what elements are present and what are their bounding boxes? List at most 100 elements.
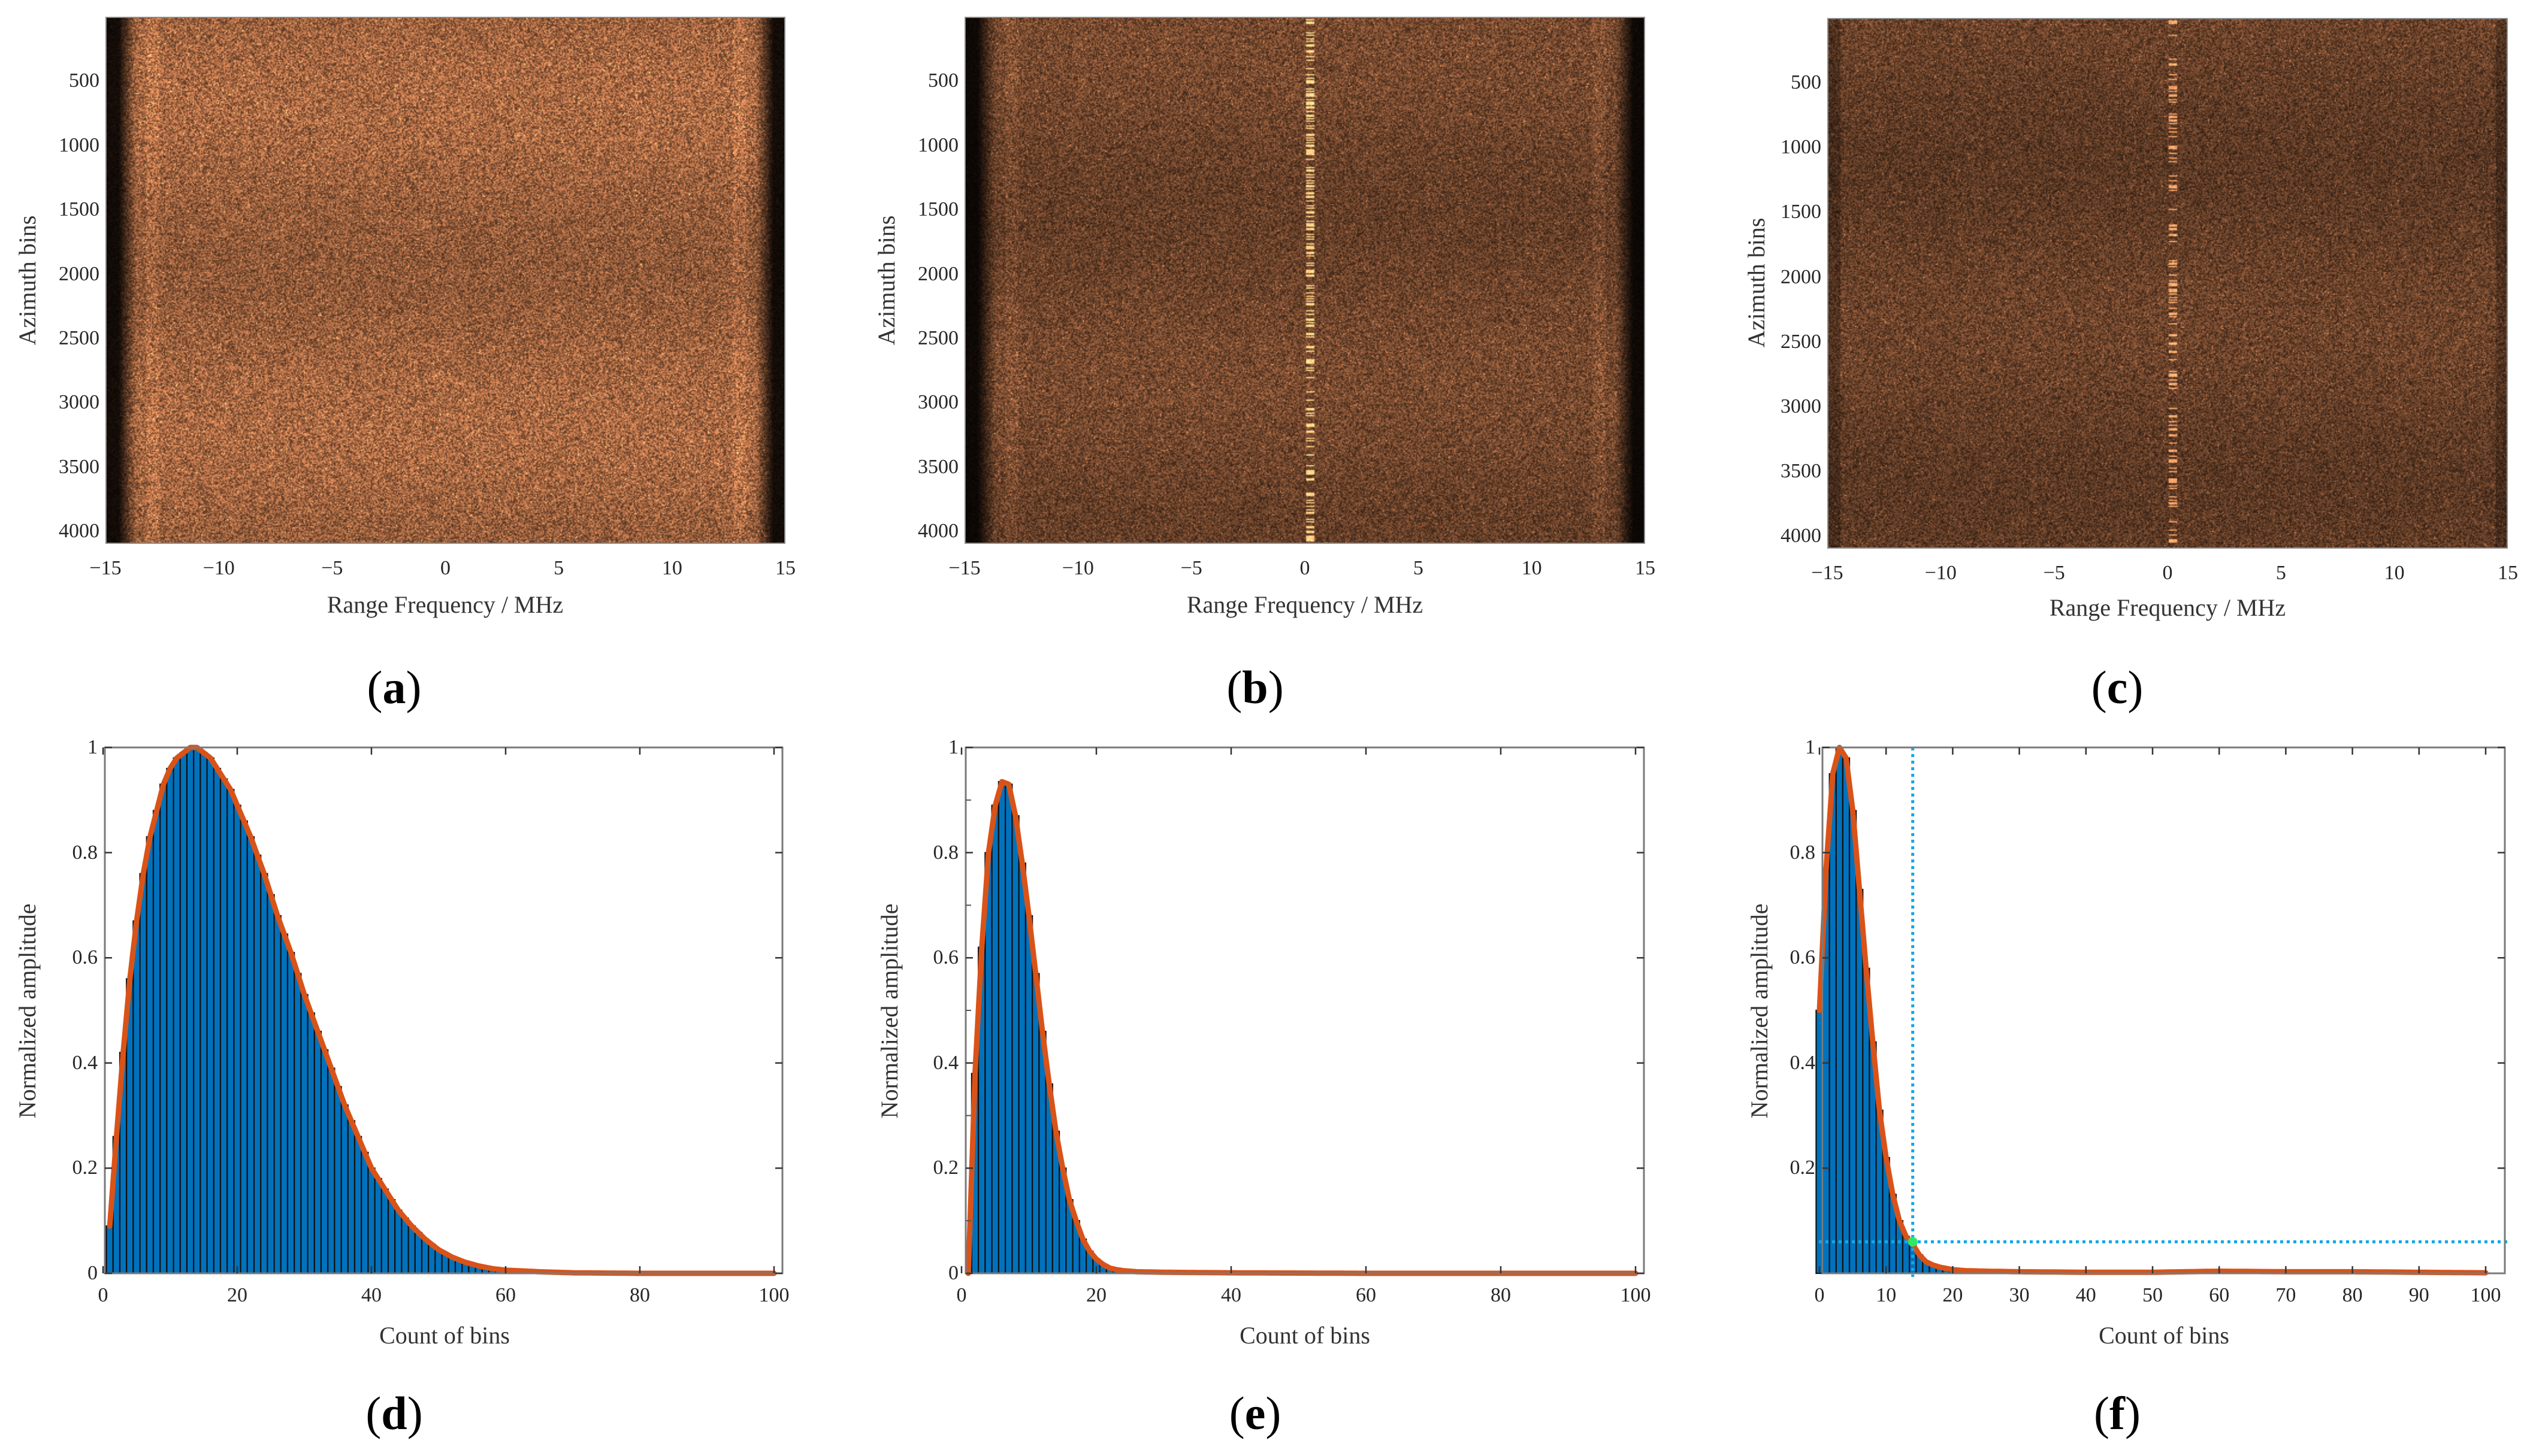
y-tick-c-7: 4000 [1781, 525, 1821, 547]
y-tick-a-1: 1000 [59, 134, 99, 156]
histogram-bar [997, 780, 1006, 1275]
y-tick-a-4: 2500 [59, 327, 99, 350]
histogram-bar [233, 804, 241, 1275]
caption-letter-f: f [2109, 1387, 2125, 1439]
x-axis-title-a: Range Frequency / MHz [327, 591, 564, 618]
x-tick-e-3: 60 [1356, 1284, 1376, 1306]
x-tick-a-4: 5 [554, 557, 564, 579]
x-axis-title-d: Count of bins [379, 1322, 510, 1349]
caption-letter-d: d [381, 1387, 407, 1439]
histogram-bar [300, 994, 309, 1275]
histogram-bar [146, 836, 155, 1275]
histogram-bar [219, 778, 228, 1275]
x-tick-a-5: 10 [661, 557, 682, 579]
x-tick-f-7: 70 [2275, 1284, 2296, 1306]
spectrogram-a-canvas [107, 18, 784, 543]
histogram-bar [327, 1067, 335, 1275]
y-tick-a-0: 500 [69, 69, 99, 92]
histogram-bar [1005, 783, 1013, 1275]
x-tick-c-4: 5 [2275, 562, 2286, 584]
histogram-bar [1018, 862, 1026, 1275]
caption-letter-b: b [1242, 661, 1268, 713]
x-tick-b-0: −15 [948, 557, 981, 579]
y-tick-c-4: 2500 [1781, 330, 1821, 353]
x-tick-f-5: 50 [2142, 1284, 2163, 1306]
spectrogram-b [965, 17, 1645, 544]
caption-letter-a: a [382, 661, 406, 713]
y-tick-b-5: 3000 [918, 391, 959, 414]
x-tick-e-4: 80 [1491, 1284, 1511, 1306]
histogram-bar [1848, 810, 1857, 1275]
y-axis-title-e: Normalized amplitude [876, 903, 903, 1119]
x-tick-b-5: 10 [1521, 557, 1542, 579]
x-tick-b-2: −5 [1180, 557, 1202, 579]
histogram-bar [313, 1031, 322, 1275]
y-tick-a-5: 3000 [59, 391, 99, 414]
x-tick-c-3: 0 [2162, 562, 2173, 584]
histogram-bar [361, 1151, 369, 1275]
histogram-bar [334, 1086, 342, 1275]
y-tick-a-3: 2000 [59, 262, 99, 285]
histogram-bar [267, 894, 275, 1275]
histogram-bar [105, 1225, 114, 1275]
x-tick-c-0: −15 [1811, 562, 1843, 584]
histogram-bar [173, 757, 181, 1275]
y-tick-a-6: 3500 [59, 455, 99, 478]
spectrogram-b-canvas [966, 18, 1644, 543]
histogram-bar [340, 1104, 349, 1275]
histogram-bar [139, 873, 147, 1275]
histogram-bar [1024, 915, 1033, 1275]
fit-curve-line [965, 779, 1639, 1276]
axes-box [1821, 746, 2506, 1275]
y-tick-f-3: 0.8 [1790, 841, 1816, 864]
histogram-bar [179, 752, 188, 1275]
histogram-bar [394, 1209, 403, 1275]
x-axis-title-e: Count of bins [1240, 1322, 1370, 1349]
y-tick-b-3: 2000 [918, 262, 959, 285]
y-tick-e-1: 0.2 [933, 1157, 959, 1179]
y-tick-d-3: 0.6 [72, 946, 98, 969]
histogram-bar [260, 873, 268, 1275]
histogram-bar [186, 746, 195, 1275]
y-tick-b-0: 500 [928, 69, 959, 92]
caption-f: (f) [2094, 1387, 2141, 1439]
caption-letter-c: c [2106, 661, 2128, 713]
x-tick-d-4: 80 [630, 1284, 650, 1306]
y-tick-a-7: 4000 [59, 520, 99, 543]
histogram-bar [374, 1177, 382, 1275]
histogram-bar [213, 768, 222, 1275]
x-tick-f-6: 60 [2209, 1284, 2230, 1306]
x-axis-title-b: Range Frequency / MHz [1186, 591, 1423, 618]
x-tick-e-2: 40 [1221, 1284, 1241, 1306]
x-tick-f-2: 20 [1942, 1284, 1963, 1306]
x-tick-d-5: 100 [758, 1284, 790, 1306]
histogram-bar [166, 768, 174, 1275]
y-tick-e-3: 0.6 [933, 946, 959, 969]
x-tick-f-3: 30 [2009, 1284, 2030, 1306]
x-tick-a-3: 0 [440, 557, 451, 579]
caption-letter-e: e [1244, 1387, 1266, 1439]
y-tick-f-2: 0.6 [1790, 946, 1816, 969]
x-tick-c-6: 15 [2498, 562, 2518, 584]
x-tick-a-0: −15 [89, 557, 122, 579]
x-tick-f-0: 0 [1814, 1284, 1825, 1306]
histogram-bar [991, 804, 999, 1275]
histogram-bar [1828, 773, 1837, 1275]
histogram-bar [273, 915, 282, 1275]
x-tick-d-2: 40 [361, 1284, 382, 1306]
x-tick-f-1: 10 [1876, 1284, 1897, 1306]
histogram-bar [407, 1225, 416, 1275]
x-tick-f-10: 100 [2470, 1284, 2501, 1306]
histogram-bar [401, 1217, 409, 1275]
y-tick-b-6: 3500 [918, 455, 959, 478]
y-tick-d-1: 0.2 [72, 1157, 98, 1179]
histogram-bar [246, 836, 255, 1275]
histogram-bar [294, 973, 302, 1275]
x-tick-c-1: −10 [1924, 562, 1957, 584]
y-axis-title-d: Normalized amplitude [14, 903, 41, 1119]
caption-d: (d) [365, 1387, 423, 1439]
histogram-bar [347, 1120, 356, 1275]
axes-box [104, 746, 784, 1275]
histogram-bar [280, 933, 289, 1275]
